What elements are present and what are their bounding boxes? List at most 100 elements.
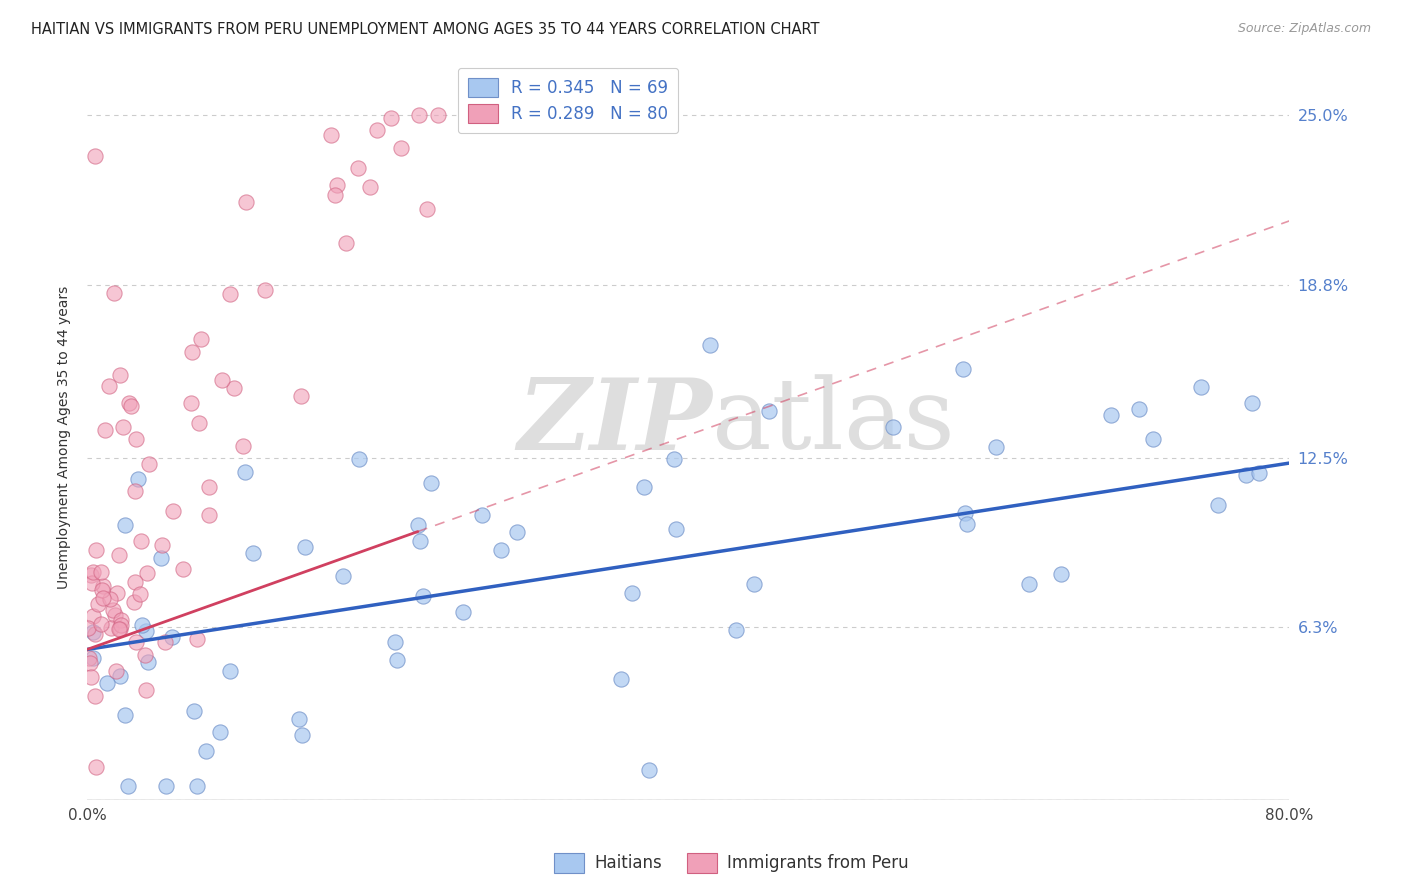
Point bbox=[87, 598, 110, 612]
Point bbox=[104, 607, 127, 622]
Point bbox=[294, 540, 316, 554]
Point bbox=[984, 440, 1007, 454]
Point bbox=[110, 617, 132, 632]
Point bbox=[98, 592, 121, 607]
Point bbox=[408, 108, 430, 122]
Point bbox=[150, 538, 173, 552]
Point bbox=[114, 517, 136, 532]
Point bbox=[118, 396, 141, 410]
Point bbox=[77, 650, 100, 665]
Point bbox=[91, 583, 114, 598]
Point bbox=[291, 727, 314, 741]
Point bbox=[136, 566, 159, 580]
Point bbox=[181, 344, 204, 359]
Point bbox=[128, 587, 150, 601]
Point bbox=[77, 621, 100, 635]
Point bbox=[127, 472, 149, 486]
Point bbox=[952, 362, 974, 376]
Point bbox=[120, 399, 142, 413]
Point bbox=[412, 589, 434, 603]
Point bbox=[149, 550, 172, 565]
Point bbox=[1234, 467, 1257, 482]
Point bbox=[506, 525, 529, 540]
Point bbox=[453, 606, 475, 620]
Point bbox=[724, 623, 747, 637]
Point bbox=[180, 396, 202, 410]
Point bbox=[91, 579, 114, 593]
Point bbox=[124, 635, 146, 649]
Point bbox=[419, 475, 441, 490]
Point bbox=[288, 712, 311, 726]
Y-axis label: Unemployment Among Ages 35 to 44 years: Unemployment Among Ages 35 to 44 years bbox=[58, 285, 72, 589]
Point bbox=[198, 480, 221, 494]
Point bbox=[160, 630, 183, 644]
Point bbox=[491, 542, 513, 557]
Point bbox=[633, 480, 655, 494]
Point bbox=[956, 516, 979, 531]
Point bbox=[114, 708, 136, 723]
Point bbox=[638, 763, 661, 777]
Point bbox=[162, 504, 184, 518]
Point bbox=[183, 704, 205, 718]
Point bbox=[94, 423, 117, 437]
Point bbox=[208, 725, 231, 739]
Point bbox=[610, 672, 633, 686]
Point bbox=[82, 565, 104, 579]
Point bbox=[108, 669, 131, 683]
Point bbox=[665, 522, 688, 536]
Point bbox=[380, 111, 402, 125]
Point bbox=[621, 585, 644, 599]
Point bbox=[366, 122, 388, 136]
Point bbox=[86, 543, 108, 558]
Point bbox=[198, 508, 221, 522]
Point bbox=[218, 286, 240, 301]
Point bbox=[325, 188, 347, 202]
Point bbox=[1050, 566, 1073, 581]
Point bbox=[100, 621, 122, 635]
Point bbox=[1240, 396, 1263, 410]
Point bbox=[108, 622, 131, 636]
Point bbox=[105, 586, 128, 600]
Point bbox=[131, 618, 153, 632]
Point bbox=[124, 575, 146, 590]
Point bbox=[325, 178, 347, 192]
Point bbox=[135, 683, 157, 698]
Point bbox=[347, 452, 370, 467]
Point bbox=[409, 534, 432, 549]
Point bbox=[332, 568, 354, 582]
Point bbox=[82, 651, 104, 665]
Point bbox=[107, 622, 129, 636]
Point bbox=[699, 338, 721, 352]
Point bbox=[253, 283, 276, 297]
Point bbox=[82, 608, 104, 623]
Point bbox=[426, 108, 449, 122]
Point bbox=[211, 373, 233, 387]
Point bbox=[347, 161, 370, 176]
Point bbox=[233, 465, 256, 479]
Point bbox=[122, 595, 145, 609]
Point bbox=[758, 403, 780, 417]
Point bbox=[232, 439, 254, 453]
Point bbox=[79, 568, 101, 582]
Point bbox=[186, 780, 208, 794]
Point bbox=[359, 180, 381, 194]
Text: ZIP: ZIP bbox=[517, 375, 713, 471]
Legend: R = 0.345   N = 69, R = 0.289   N = 80: R = 0.345 N = 69, R = 0.289 N = 80 bbox=[458, 68, 678, 133]
Point bbox=[190, 331, 212, 345]
Point bbox=[155, 780, 177, 794]
Point bbox=[107, 549, 129, 563]
Point bbox=[124, 483, 146, 498]
Point bbox=[131, 534, 153, 549]
Text: HAITIAN VS IMMIGRANTS FROM PERU UNEMPLOYMENT AMONG AGES 35 TO 44 YEARS CORRELATI: HAITIAN VS IMMIGRANTS FROM PERU UNEMPLOY… bbox=[31, 22, 820, 37]
Point bbox=[112, 420, 135, 434]
Text: atlas: atlas bbox=[713, 375, 955, 470]
Point bbox=[416, 202, 439, 217]
Point bbox=[96, 676, 118, 690]
Point bbox=[194, 744, 217, 758]
Point bbox=[84, 690, 107, 704]
Point bbox=[1018, 576, 1040, 591]
Point bbox=[90, 566, 112, 580]
Point bbox=[153, 635, 176, 649]
Point bbox=[97, 379, 120, 393]
Point bbox=[104, 664, 127, 678]
